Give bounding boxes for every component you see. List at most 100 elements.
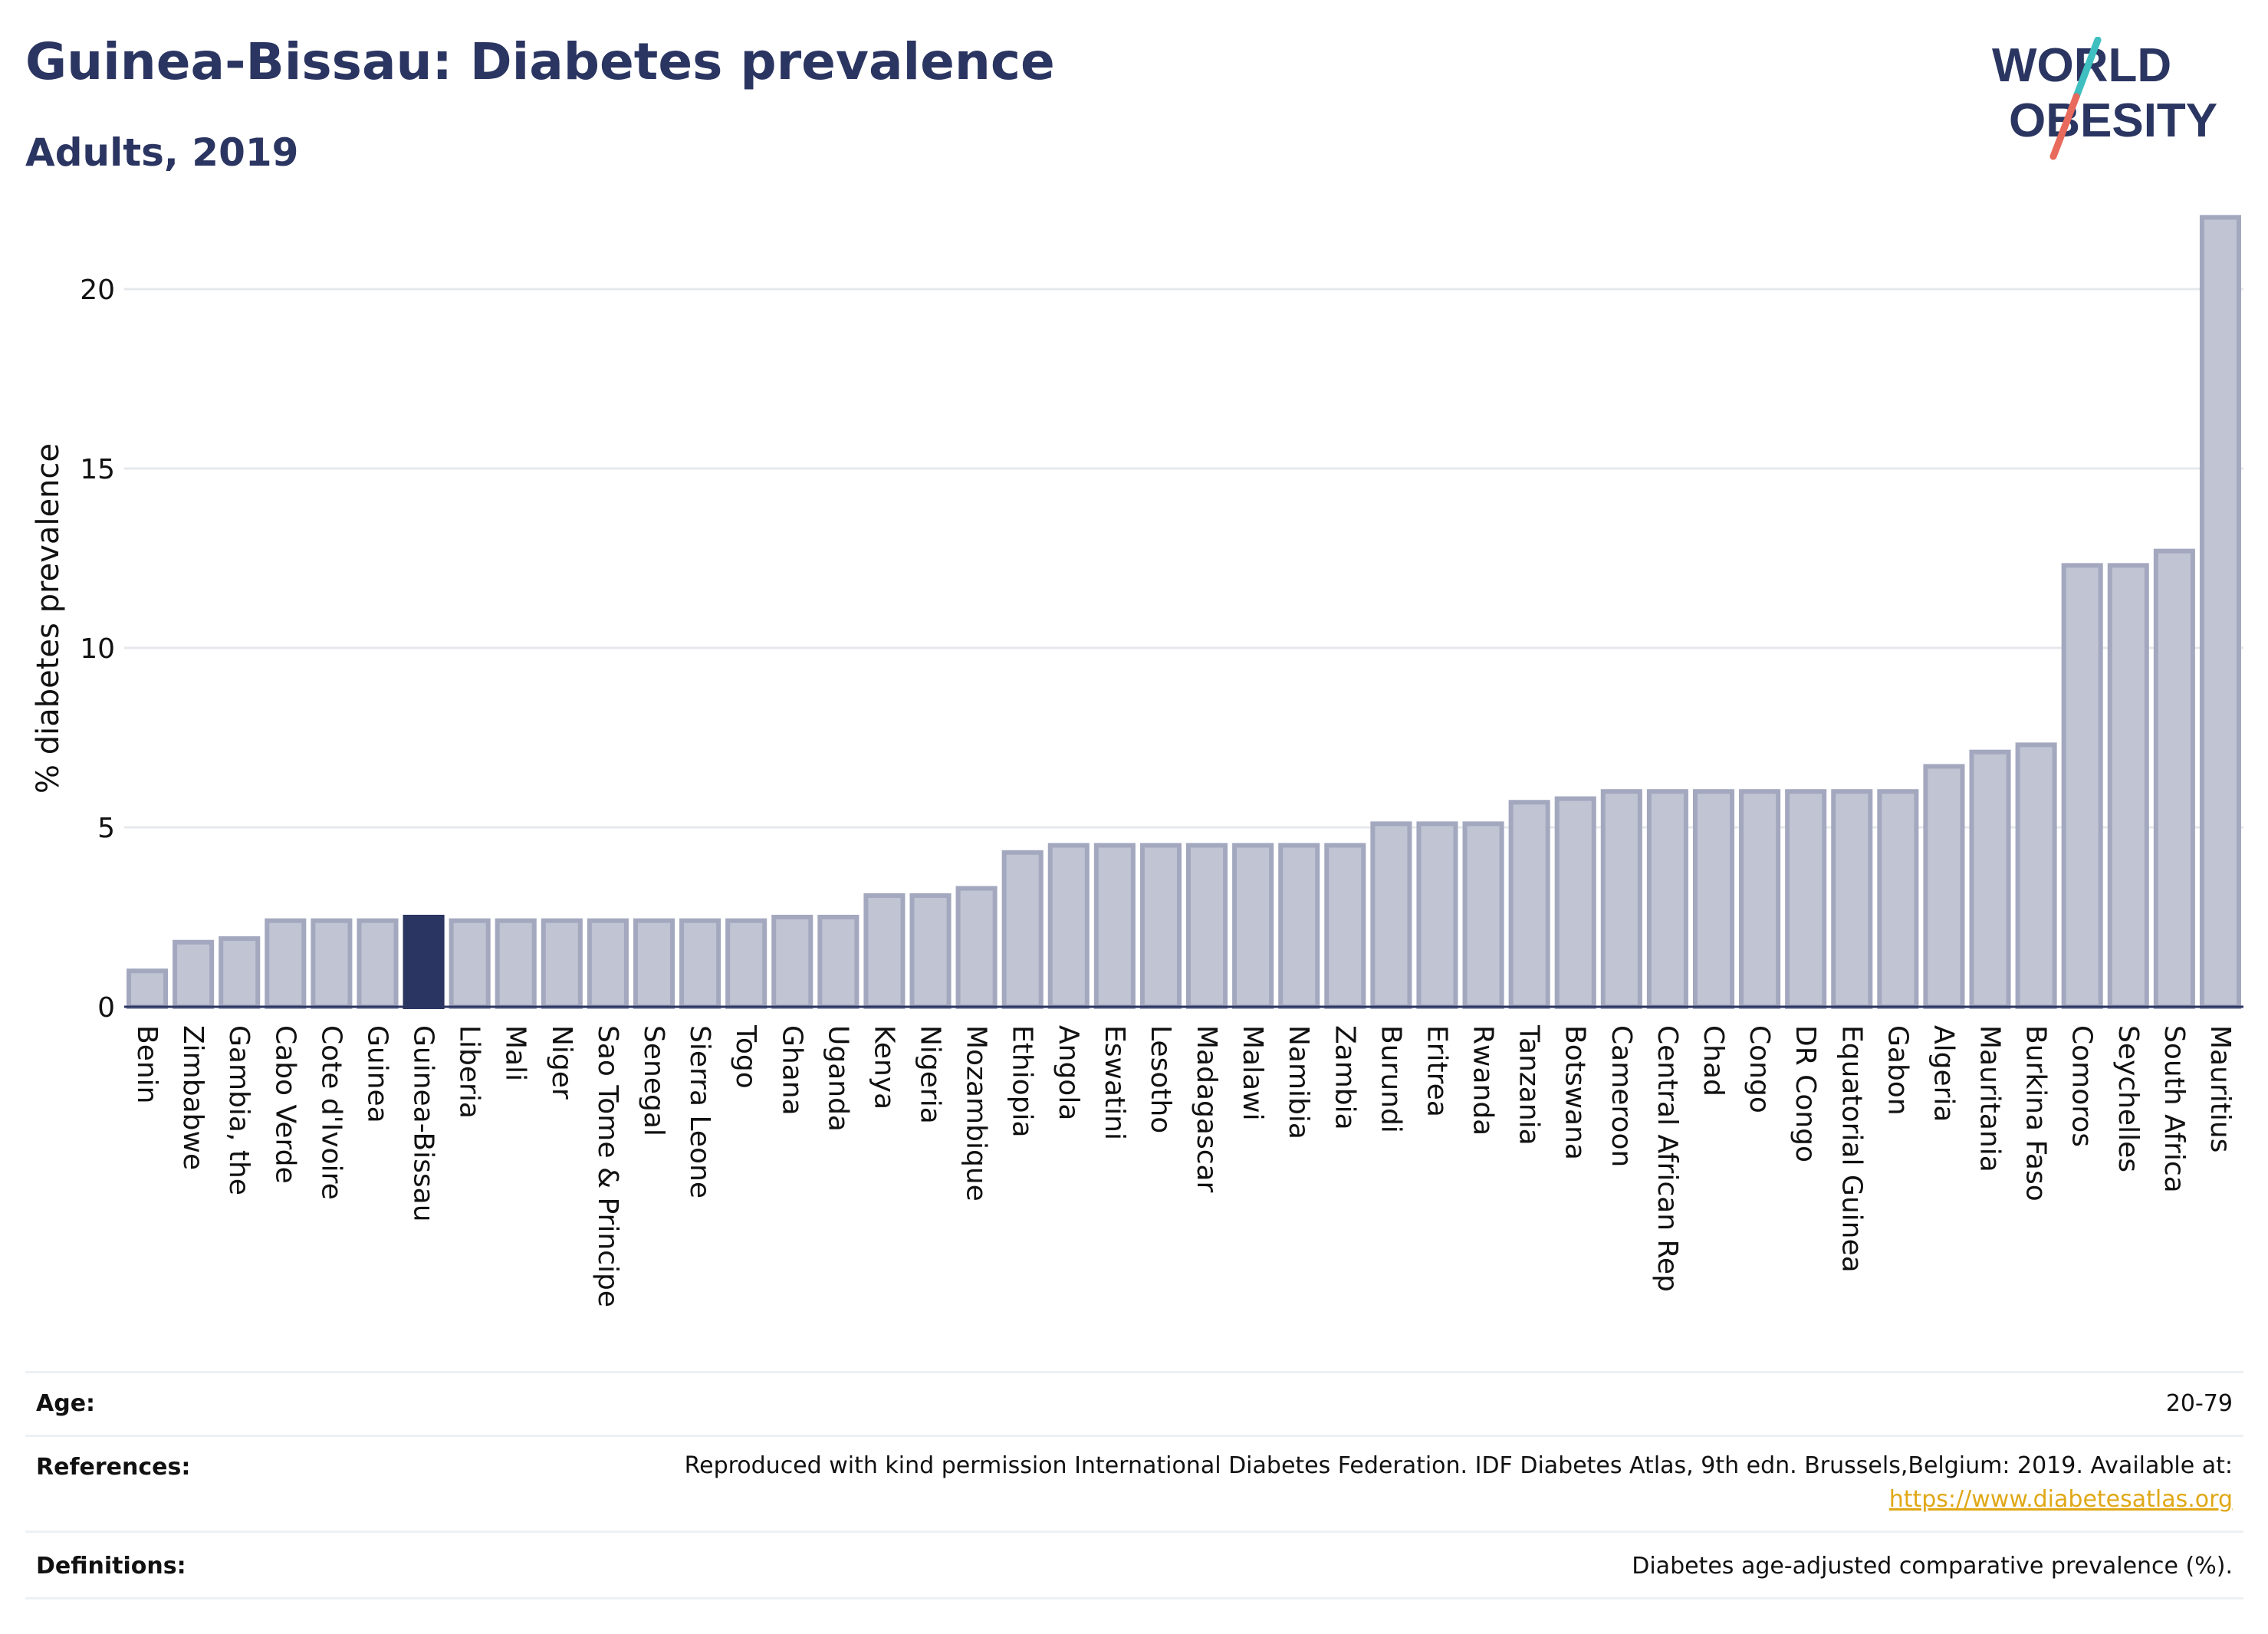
- x-tick-label: Malawi: [1237, 1025, 1268, 1121]
- references-link[interactable]: https://www.diabetesatlas.org: [1888, 1486, 2233, 1513]
- x-tick-label: Guinea: [361, 1025, 393, 1123]
- x-tick-label: Ethiopia: [1007, 1025, 1038, 1138]
- bar-guinea-bissau: [403, 915, 445, 1009]
- x-tick-label: Gabon: [1882, 1025, 1913, 1116]
- bar-togo: [725, 918, 768, 1010]
- bar-rwanda: [1462, 821, 1504, 1009]
- bar-burundi: [1370, 821, 1412, 1009]
- y-tick-label: 10: [80, 633, 115, 665]
- bar-nigeria: [909, 893, 952, 1010]
- bar-seychelles: [2107, 563, 2149, 1009]
- bar-cameroon: [1600, 789, 1642, 1009]
- world-obesity-logo: WORLD OBESITY: [1992, 37, 2217, 160]
- bar-gabon: [1877, 789, 1919, 1009]
- bar-kenya: [863, 893, 906, 1010]
- x-tick-label: Senegal: [638, 1025, 669, 1136]
- bar-ethiopia: [1001, 850, 1044, 1010]
- bar-chart: 0 5 10 15 20 % diabetes prevalence Benin Zimbab…: [31, 215, 2243, 1307]
- x-tick-label: Guinea-Bissau: [408, 1025, 439, 1222]
- x-tick-label: Chad: [1698, 1025, 1729, 1096]
- bar-tanzania: [1508, 800, 1550, 1009]
- logo-line-2: OBESITY: [2009, 94, 2217, 147]
- x-tick-label: Zambia: [1329, 1025, 1360, 1130]
- bar-niger: [541, 918, 583, 1010]
- bar-sao-tome-principe: [587, 918, 629, 1010]
- bar-mauritania: [1969, 749, 2011, 1009]
- bar-congo: [1739, 789, 1781, 1009]
- definitions-value: Diabetes age-adjusted comparative preval…: [1632, 1553, 2233, 1580]
- x-tick-label: Zimbabwe: [177, 1025, 209, 1170]
- x-tick-label: Gambia, the: [223, 1025, 255, 1195]
- x-tick-label: Benin: [131, 1025, 163, 1103]
- age-row: Age: 20-79: [25, 1371, 2243, 1435]
- logo-slash-red: [2049, 93, 2080, 160]
- x-tick-label: Comoros: [2066, 1025, 2098, 1147]
- x-tick-label: Mauritius: [2204, 1025, 2236, 1152]
- bar-cote-d-ivoire: [311, 918, 353, 1010]
- x-tick-label: Sierra Leone: [684, 1025, 715, 1198]
- age-value: 20-79: [2165, 1390, 2233, 1417]
- bar-benin: [127, 968, 169, 1009]
- bar-ghana: [771, 915, 814, 1009]
- bar-mozambique: [955, 886, 998, 1010]
- bar-equatorial-guinea: [1831, 789, 1873, 1009]
- metadata-table: Age: 20-79 References: Reproduced with k…: [25, 1371, 2243, 1599]
- bar-zambia: [1324, 843, 1366, 1010]
- references-text: Reproduced with kind permission Internat…: [684, 1452, 2233, 1479]
- x-tick-label: Burundi: [1375, 1025, 1406, 1133]
- references-row: References: Reproduced with kind permiss…: [25, 1435, 2243, 1530]
- x-tick-label: Cameroon: [1606, 1025, 1637, 1167]
- x-tick-label: Kenya: [868, 1025, 899, 1110]
- x-tick-label: Burkina Faso: [2020, 1025, 2052, 1202]
- bar-dr-congo: [1785, 789, 1827, 1009]
- y-tick-label: 5: [97, 813, 115, 844]
- bar-eritrea: [1416, 821, 1458, 1009]
- bar-sierra-leone: [679, 918, 721, 1010]
- x-tick-label: Algeria: [1928, 1025, 1959, 1123]
- bar-lesotho: [1139, 843, 1182, 1010]
- x-tick-label: DR Congo: [1790, 1025, 1821, 1162]
- x-tick-label: Niger: [546, 1025, 577, 1100]
- x-tick-label: Uganda: [822, 1025, 853, 1132]
- x-tick-label: Sao Tome & Principe: [592, 1025, 623, 1307]
- bar-burkina-faso: [2015, 742, 2057, 1009]
- bar-mauritius: [2199, 215, 2241, 1009]
- x-tick-label: South Africa: [2158, 1025, 2190, 1193]
- x-tick-label: Eritrea: [1421, 1025, 1452, 1117]
- definitions-row: Definitions: Diabetes age-adjusted compa…: [25, 1530, 2243, 1599]
- age-label: Age:: [36, 1390, 96, 1417]
- bar-gambia-the: [219, 936, 261, 1009]
- bar-chad: [1692, 789, 1735, 1009]
- x-tick-label: Angola: [1053, 1025, 1084, 1120]
- bar-malawi: [1232, 843, 1274, 1010]
- bar-south-africa: [2153, 548, 2195, 1009]
- x-tick-label: Cote d'Ivoire: [315, 1025, 347, 1200]
- x-tick-label: Cabo Verde: [269, 1025, 301, 1184]
- logo-slash-teal: [2072, 37, 2102, 100]
- x-tick-label: Nigeria: [915, 1025, 946, 1124]
- bar-namibia: [1278, 843, 1320, 1010]
- bar-zimbabwe: [173, 939, 215, 1010]
- page-title: Guinea-Bissau: Diabetes prevalence: [25, 32, 1055, 91]
- x-tick-label: Liberia: [454, 1025, 485, 1119]
- x-tick-label: Madagascar: [1191, 1025, 1222, 1193]
- x-tick-label: Congo: [1744, 1025, 1775, 1113]
- page-subtitle: Adults, 2019: [25, 130, 299, 175]
- bar-senegal: [633, 918, 675, 1010]
- bar-angola: [1047, 843, 1090, 1010]
- bar-botswana: [1554, 796, 1596, 1010]
- y-tick-label: 20: [80, 275, 115, 306]
- bar-mali: [495, 918, 537, 1010]
- x-tick-label: Central African Rep: [1652, 1025, 1683, 1292]
- bar-uganda: [817, 915, 860, 1009]
- x-tick-label: Botswana: [1560, 1025, 1591, 1160]
- x-tick-label: Lesotho: [1145, 1025, 1176, 1133]
- x-tick-label: Eswatini: [1099, 1025, 1130, 1140]
- bar-liberia: [449, 918, 491, 1010]
- bar-guinea: [357, 918, 399, 1010]
- x-tick-label: Mozambique: [961, 1025, 992, 1202]
- x-tick-label: Tanzania: [1514, 1024, 1545, 1146]
- definitions-label: Definitions:: [36, 1553, 186, 1580]
- x-tick-label: Namibia: [1283, 1025, 1314, 1139]
- x-tick-label: Mali: [500, 1025, 531, 1081]
